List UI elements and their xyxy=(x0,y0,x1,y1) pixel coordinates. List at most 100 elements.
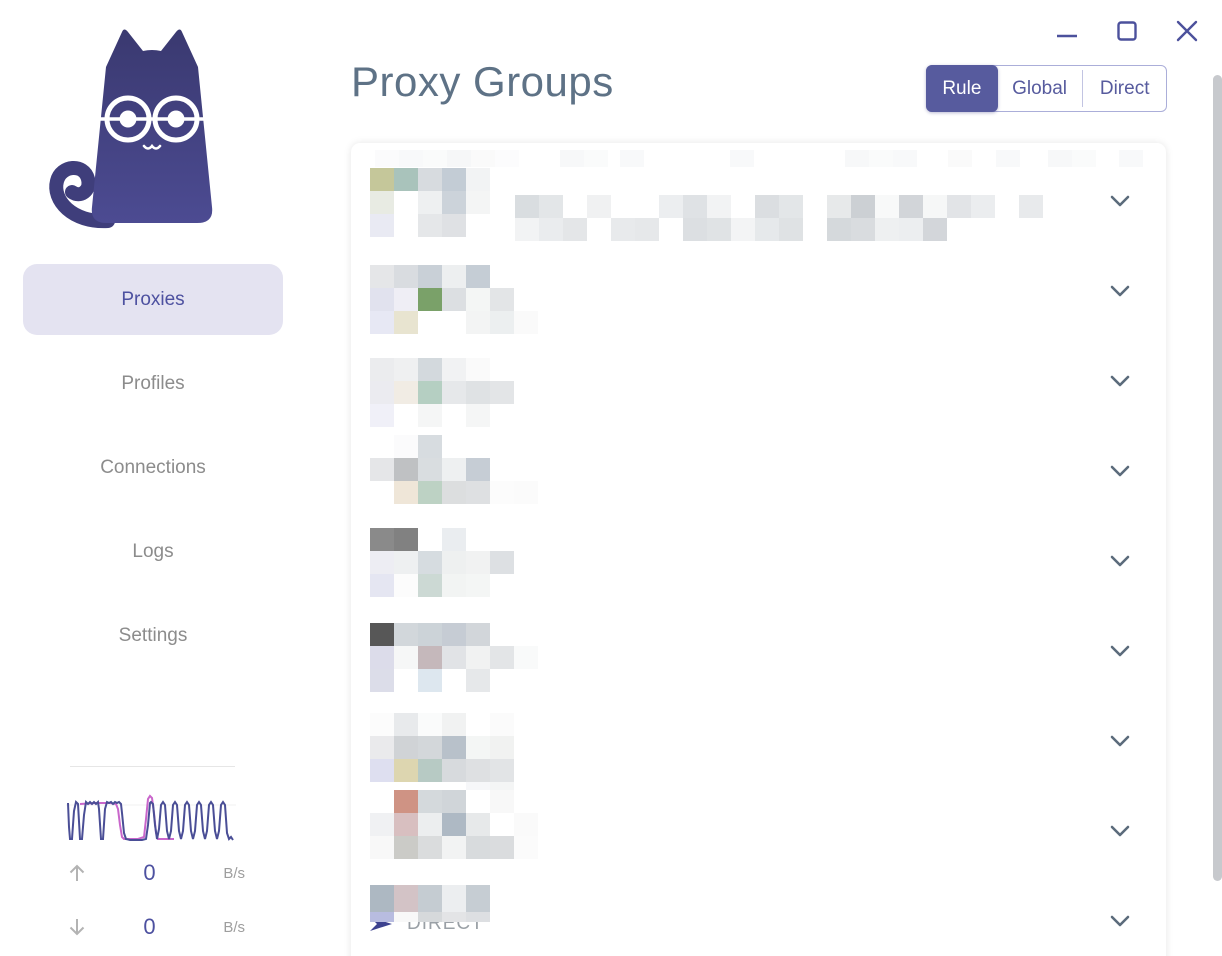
censored-group-name-cell xyxy=(394,358,418,381)
mode-button-rule[interactable]: Rule xyxy=(926,65,998,112)
group-6-expand-button[interactable] xyxy=(1098,637,1142,665)
chevron-down-icon xyxy=(1110,375,1130,387)
censored-group-name-cell xyxy=(466,669,490,692)
traffic-line-up xyxy=(67,799,234,841)
censored-proxy-chip-cell xyxy=(755,195,779,218)
censored-proxy-chip-cell xyxy=(779,218,803,241)
censored-group-name-cell xyxy=(370,288,394,311)
group-3-expand-button[interactable] xyxy=(1098,367,1142,395)
group-4-expand-button[interactable] xyxy=(1098,457,1142,485)
group-2-expand-button[interactable] xyxy=(1098,277,1142,305)
censored-group-name-cell xyxy=(490,790,514,813)
censored-group-name-cell xyxy=(394,551,418,574)
censored-proxy-chip-cell xyxy=(587,195,611,218)
censored-group-name-cell xyxy=(370,214,394,237)
close-icon xyxy=(1176,20,1198,42)
censored-group-name-cell xyxy=(394,481,418,504)
censored-group-name-cell xyxy=(442,168,466,191)
censored-group-name-cell xyxy=(370,646,394,669)
down-speed-unit: B/s xyxy=(223,918,245,936)
sidebar-item-connections[interactable]: Connections xyxy=(100,456,206,478)
censored-proxy-chip-cell xyxy=(971,195,995,218)
group-8-expand-button[interactable] xyxy=(1098,817,1142,845)
sidebar-item-logs[interactable]: Logs xyxy=(132,540,174,562)
chevron-down-icon xyxy=(1110,915,1130,927)
censored-group-name-cell xyxy=(418,646,442,669)
censored-group-name-cell xyxy=(370,813,394,836)
censored-group-name-cell xyxy=(370,623,394,646)
censored-group-name-cell xyxy=(490,713,514,736)
censored-group-name-cell xyxy=(442,813,466,836)
censored-group-name-cell xyxy=(370,885,394,912)
traffic-stats: 0 B/s 0 B/s xyxy=(60,852,245,956)
censored-group-name-cell xyxy=(442,759,466,782)
censored-group-name-cell xyxy=(418,574,442,597)
down-arrow-icon xyxy=(60,917,94,937)
censored-group-name-cell xyxy=(394,646,418,669)
censored-tab-strip-cell xyxy=(423,150,447,167)
censored-group-name-cell xyxy=(370,713,394,736)
censored-group-name-cell xyxy=(466,736,490,759)
censored-tab-strip-cell xyxy=(495,150,519,167)
maximize-button[interactable] xyxy=(1110,14,1144,48)
censored-group-name-cell xyxy=(418,736,442,759)
sidebar-item-proxies[interactable]: Proxies xyxy=(23,264,283,335)
censored-group-name-cell xyxy=(418,813,442,836)
censored-group-name-cell xyxy=(442,574,466,597)
censored-group-name-cell xyxy=(370,168,394,191)
censored-group-name-cell xyxy=(370,912,394,922)
sidebar-item-profiles[interactable]: Profiles xyxy=(121,372,185,394)
chevron-down-icon xyxy=(1110,735,1130,747)
censored-proxy-chip-cell xyxy=(947,195,971,218)
censored-proxy-chip-cell xyxy=(659,195,683,218)
censored-group-name-cell xyxy=(466,623,490,646)
chevron-down-icon xyxy=(1110,195,1130,207)
censored-group-name-cell xyxy=(370,404,394,427)
censored-group-name-cell xyxy=(370,836,394,859)
censored-group-name-cell xyxy=(418,214,442,237)
sidebar-item-settings[interactable]: Settings xyxy=(118,624,188,646)
censored-proxy-chip-cell xyxy=(827,195,851,218)
minimize-button[interactable] xyxy=(1050,14,1084,48)
censored-group-name-cell xyxy=(418,191,442,214)
censored-group-name-cell xyxy=(370,311,394,334)
mode-button-global[interactable]: Global xyxy=(1012,77,1067,99)
group-7-expand-button[interactable] xyxy=(1098,727,1142,755)
censored-group-name-cell xyxy=(514,836,538,859)
censored-proxy-chip-cell xyxy=(827,218,851,241)
censored-tab-strip-cell xyxy=(447,150,471,167)
censored-group-name-cell xyxy=(442,458,466,481)
censored-group-name-cell xyxy=(490,481,514,504)
group-5-expand-button[interactable] xyxy=(1098,547,1142,575)
down-speed-value: 0 xyxy=(143,914,156,939)
censored-tab-strip-cell xyxy=(584,150,608,167)
cat-mouth xyxy=(142,143,162,150)
censored-group-name-cell xyxy=(418,288,442,311)
censored-proxy-chip-cell xyxy=(899,195,923,218)
scrollbar-thumb[interactable] xyxy=(1213,75,1222,881)
up-arrow-icon xyxy=(60,863,94,883)
mode-button-direct[interactable]: Direct xyxy=(1099,77,1150,99)
group-9-expand-button[interactable] xyxy=(1098,907,1142,935)
group-1-expand-button[interactable] xyxy=(1098,187,1142,215)
traffic-down-row: 0 B/s xyxy=(60,906,245,948)
censored-proxy-chip-cell xyxy=(635,218,659,241)
cat-body xyxy=(91,29,213,223)
censored-group-name-cell xyxy=(466,404,490,427)
mode-switch: Rule Global Direct xyxy=(926,65,1167,112)
chevron-down-icon xyxy=(1110,285,1130,297)
censored-proxy-chip-cell xyxy=(707,218,731,241)
censored-group-name-cell xyxy=(490,311,514,334)
censored-proxy-chip-cell xyxy=(875,195,899,218)
censored-tab-strip-cell xyxy=(620,150,644,167)
censored-group-name-cell xyxy=(394,458,418,481)
censored-tab-strip-cell xyxy=(399,150,423,167)
censored-group-name-cell xyxy=(514,311,538,334)
censored-group-name-cell xyxy=(394,311,418,334)
censored-group-name-cell xyxy=(394,288,418,311)
chevron-down-icon xyxy=(1110,465,1130,477)
censored-proxy-chip-cell xyxy=(779,195,803,218)
censored-group-name-cell xyxy=(418,836,442,859)
censored-group-name-cell xyxy=(466,168,490,191)
close-button[interactable] xyxy=(1170,14,1204,48)
